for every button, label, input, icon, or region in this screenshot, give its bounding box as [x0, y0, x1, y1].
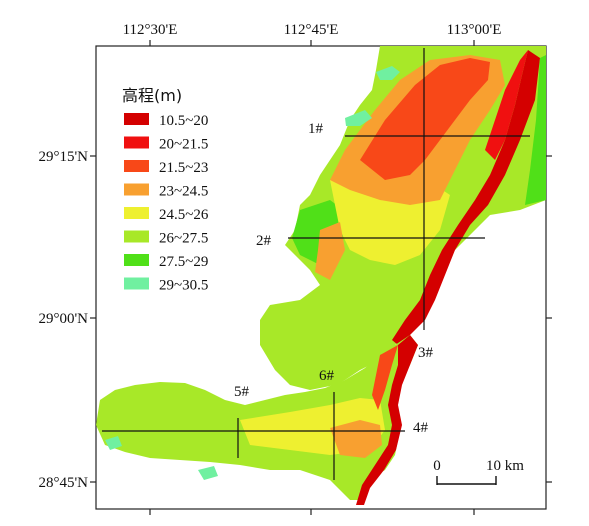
legend-item-label: 21.5~23	[159, 160, 208, 176]
section-label-5: 5#	[234, 384, 250, 400]
legend-item-label: 10.5~20	[159, 113, 208, 129]
south-channel-edge	[372, 345, 398, 410]
y-tick-label: 29°00'N	[38, 311, 88, 327]
east-bank	[525, 55, 546, 205]
section-label-6: 6#	[319, 368, 335, 384]
east-channel	[392, 50, 540, 345]
legend-swatch	[124, 207, 149, 219]
legend-item-label: 24.5~26	[159, 207, 209, 223]
wetland-patch	[376, 66, 400, 80]
section-label-2: 2#	[256, 233, 272, 249]
x-tick-label: 112°30'E	[123, 22, 178, 38]
section-label-1: 1#	[308, 121, 324, 137]
legend-swatch	[124, 160, 149, 172]
legend-item-label: 23~24.5	[159, 184, 208, 200]
y-tick-label: 28°45'N	[38, 475, 88, 491]
wetland-patch-2	[345, 110, 372, 126]
south-valley-orange	[330, 420, 382, 458]
terrain-layer	[96, 46, 546, 505]
west-wetland	[105, 436, 122, 450]
legend-swatch	[124, 254, 149, 266]
legend-item-label: 27.5~29	[159, 254, 208, 270]
legend-swatch	[124, 113, 149, 125]
legend-swatch	[124, 277, 149, 290]
section-label-4: 4#	[413, 420, 429, 436]
scale-start-label: 0	[433, 458, 441, 474]
cross-sections	[102, 48, 530, 480]
south-channel	[356, 335, 418, 505]
legend-title: 高程(m)	[122, 86, 182, 105]
west-wetland-2	[198, 466, 218, 480]
legend-item-label: 26~27.5	[159, 231, 208, 247]
lake-orange-west	[315, 222, 345, 280]
legend-swatch	[124, 136, 149, 149]
legend-swatch	[124, 183, 149, 196]
x-tick-label: 113°00'E	[447, 22, 502, 38]
scale-end-label: 10 km	[486, 458, 524, 474]
scale-bar: 0 10 km	[433, 458, 524, 485]
y-tick-label: 29°15'N	[38, 149, 88, 165]
section-label-3: 3#	[418, 345, 434, 361]
legend: 高程(m) 10.5~20 20~21.5 21.5~23 23~24.5 24.5~2…	[122, 86, 209, 294]
x-tick-label: 112°45'E	[284, 22, 339, 38]
lake-red	[360, 58, 490, 180]
frame-ticks	[90, 40, 552, 515]
east-channel-edge	[485, 50, 528, 160]
legend-item-label: 20~21.5	[159, 137, 208, 153]
legend-item-label: 29~30.5	[159, 278, 208, 294]
legend-swatch	[124, 230, 149, 243]
